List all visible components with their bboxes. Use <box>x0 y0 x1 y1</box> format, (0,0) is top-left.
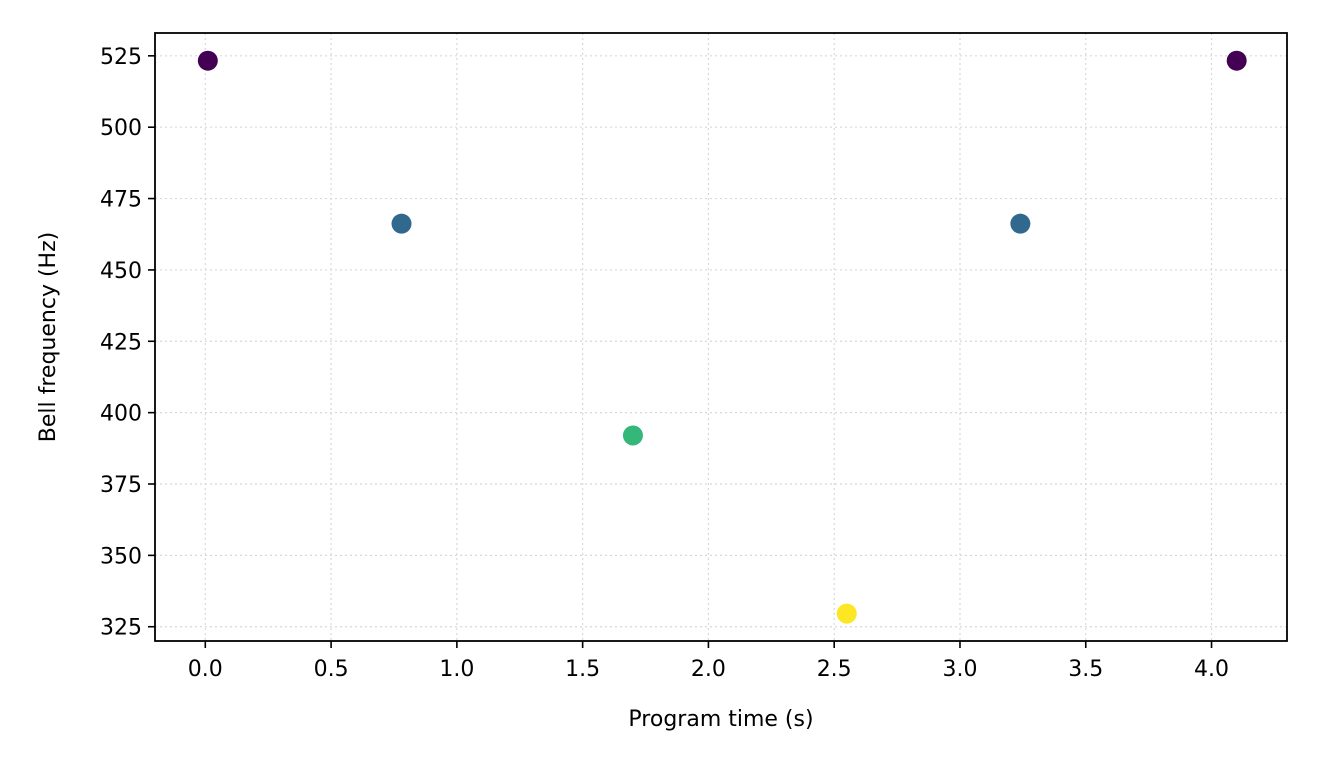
data-point <box>391 213 412 234</box>
data-points <box>197 50 1247 624</box>
y-axis-title: Bell frequency (Hz) <box>36 232 61 442</box>
data-point <box>836 603 857 624</box>
y-tick-label: 350 <box>100 544 142 569</box>
y-tick-label: 325 <box>100 616 142 641</box>
y-tick-label: 400 <box>100 402 142 427</box>
y-tick-label: 475 <box>100 188 142 213</box>
x-tick-label: 0.5 <box>314 657 349 682</box>
x-axis-title: Program time (s) <box>628 707 813 732</box>
x-tick-label: 2.5 <box>817 657 852 682</box>
data-point <box>197 50 218 71</box>
x-tick-label: 2.0 <box>691 657 726 682</box>
y-tick-label: 450 <box>100 259 142 284</box>
y-tick-label: 375 <box>100 473 142 498</box>
x-tick-label: 3.5 <box>1068 657 1103 682</box>
x-tick-label: 1.5 <box>565 657 600 682</box>
x-tick-label: 3.0 <box>942 657 977 682</box>
grid <box>155 33 1287 641</box>
plot-frame <box>154 32 1288 642</box>
x-tick-label: 1.0 <box>439 657 474 682</box>
data-point <box>1010 213 1031 234</box>
y-tick-label: 500 <box>100 116 142 141</box>
data-point <box>1226 50 1247 71</box>
x-axis-ticks: 0.0 0.5 1.0 1.5 2.0 2.5 3.0 3.5 4.0 <box>188 641 1229 682</box>
x-tick-label: 0.0 <box>188 657 223 682</box>
data-point <box>622 425 643 446</box>
y-tick-label: 425 <box>100 330 142 355</box>
y-tick-label: 525 <box>100 45 142 70</box>
y-axis-ticks: 325 350 375 400 425 450 475 500 525 <box>100 45 155 641</box>
x-tick-label: 4.0 <box>1194 657 1229 682</box>
